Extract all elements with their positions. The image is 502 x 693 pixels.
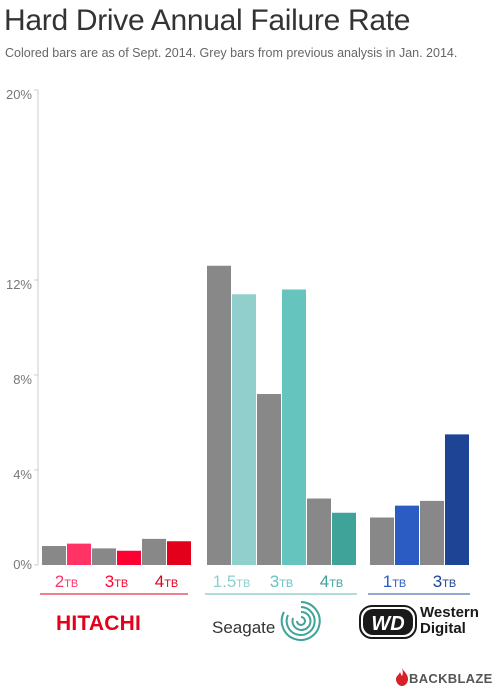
category-label-0-0: 2TB [55,572,79,591]
bar-1-0-jan [207,265,231,565]
bar-1-1-sep [282,289,306,565]
y-tick-label-0: 0% [13,557,32,572]
chart-title: Hard Drive Annual Failure Rate [4,4,411,37]
y-tick-label-1: 4% [13,467,32,482]
bar-2-0-jan [370,517,394,565]
y-tick-label-3: 12% [6,277,32,292]
wd-badge-icon: WD [359,605,417,639]
category-label-2-0: 1TB [383,572,407,591]
category-label-1-2: 4TB [320,572,344,591]
wd-line2: Digital [420,620,466,637]
category-label-1-1: 3TB [270,572,294,591]
chart-subtitle: Colored bars are as of Sept. 2014. Grey … [5,46,458,60]
bar-0-2-sep [167,541,191,565]
seagate-swirl-icon [280,601,321,641]
svg-text:WD: WD [371,613,404,635]
bar-2-0-sep [395,505,419,565]
bar-0-0-jan [42,546,66,565]
hitachi-logo: HITACHI [56,612,142,635]
backblaze-logo: BACKBLAZE [409,671,493,686]
bar-1-1-jan [257,394,281,565]
bar-0-0-sep [67,543,91,565]
category-label-2-1: 3TB [433,572,457,591]
category-label-0-2: 4TB [155,572,179,591]
backblaze-flame-icon [396,668,408,686]
seagate-logo-text: Seagate [212,618,276,637]
wd-line1: Western [420,604,479,621]
bar-2-1-jan [420,500,444,565]
bar-0-1-jan [92,548,116,565]
bar-1-2-jan [307,498,331,565]
wd-logo-text: Western Digital [420,605,479,637]
bar-0-1-sep [117,550,141,565]
category-label-0-1: 3TB [105,572,129,591]
category-label-1-0: 1.5TB [213,572,251,591]
bar-1-0-sep [232,294,256,565]
bar-2-1-sep [445,434,469,565]
bar-1-2-sep [332,512,356,565]
y-tick-label-4: 20% [6,87,32,102]
y-tick-label-2: 8% [13,372,32,387]
bar-0-2-jan [142,538,166,565]
